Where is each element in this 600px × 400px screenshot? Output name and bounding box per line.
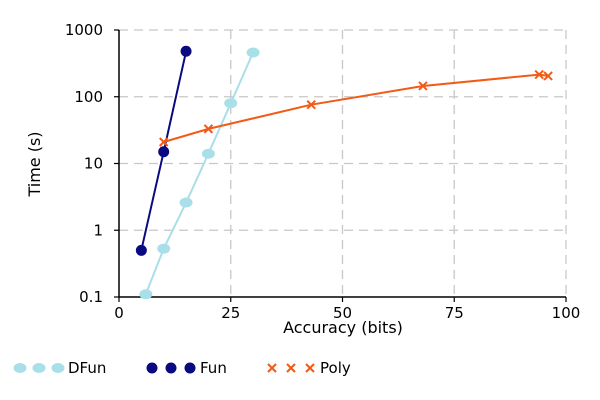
marker-stroke xyxy=(267,363,277,373)
data-point-fun xyxy=(158,146,170,158)
series-line-poly xyxy=(163,73,549,143)
legend-item-poly: Poly xyxy=(267,359,351,377)
legend-marker-fun xyxy=(146,362,158,374)
marker-stroke xyxy=(305,363,315,373)
data-point-poly xyxy=(158,137,169,147)
y-tick-label: 1 xyxy=(93,221,103,239)
data-point-poly xyxy=(203,124,214,134)
x-tick-label: 25 xyxy=(221,304,240,322)
legend-marker-fun xyxy=(184,362,196,374)
legend-marker-dfun xyxy=(13,363,27,373)
legend-label-dfun: DFun xyxy=(68,359,106,377)
legend: DFun Fun Poly xyxy=(13,359,351,377)
x-tick-label: 75 xyxy=(445,304,464,322)
marker-stroke xyxy=(158,137,169,147)
marker-stroke xyxy=(203,124,214,134)
x-tick-label: 50 xyxy=(333,304,352,322)
legend-marker-poly xyxy=(305,363,315,373)
marker-stroke xyxy=(534,69,544,80)
legend-item-dfun: DFun xyxy=(13,359,106,377)
data-point-dfun xyxy=(201,148,215,159)
y-tick-label: 10 xyxy=(84,155,103,173)
data-point-dfun xyxy=(246,47,260,58)
legend-marker-dfun xyxy=(51,363,65,373)
data-point-poly xyxy=(543,71,553,81)
legend-marker-poly xyxy=(267,363,277,373)
series-fun xyxy=(135,45,192,256)
data-point-poly xyxy=(534,69,544,80)
data-point-fun xyxy=(135,244,147,256)
legend-marker-poly xyxy=(286,363,296,373)
marker-stroke xyxy=(306,99,316,110)
series-poly xyxy=(158,69,553,147)
data-point-dfun xyxy=(179,197,193,208)
data-point-fun xyxy=(180,45,192,57)
y-tick-label: 0.1 xyxy=(79,288,103,306)
axes: 0 25 50 75 100 0.1 1 10 100 1000 xyxy=(65,21,581,322)
x-axis-label: Accuracy (bits) xyxy=(283,318,403,337)
x-tick-label: 0 xyxy=(114,304,124,322)
grid-lines xyxy=(119,29,567,297)
data-point-poly xyxy=(418,81,428,91)
data-point-dfun xyxy=(224,98,238,109)
legend-marker-fun xyxy=(165,362,177,374)
legend-item-fun: Fun xyxy=(146,359,227,377)
legend-marker-dfun xyxy=(32,363,46,373)
data-point-poly xyxy=(306,99,316,110)
legend-label-fun: Fun xyxy=(200,359,227,377)
y-axis-label: Time (s) xyxy=(25,131,44,197)
marker-stroke xyxy=(286,363,296,373)
series-line-dfun xyxy=(144,52,255,295)
x-tick-label: 100 xyxy=(552,304,581,322)
marker-stroke xyxy=(543,71,553,81)
y-tick-label: 1000 xyxy=(65,21,103,39)
y-tick-label: 100 xyxy=(74,88,103,106)
data-series xyxy=(135,45,553,300)
series-dfun xyxy=(139,47,260,300)
legend-label-poly: Poly xyxy=(320,359,351,377)
data-point-dfun xyxy=(139,289,153,300)
data-point-dfun xyxy=(157,243,171,254)
marker-stroke xyxy=(418,81,428,91)
